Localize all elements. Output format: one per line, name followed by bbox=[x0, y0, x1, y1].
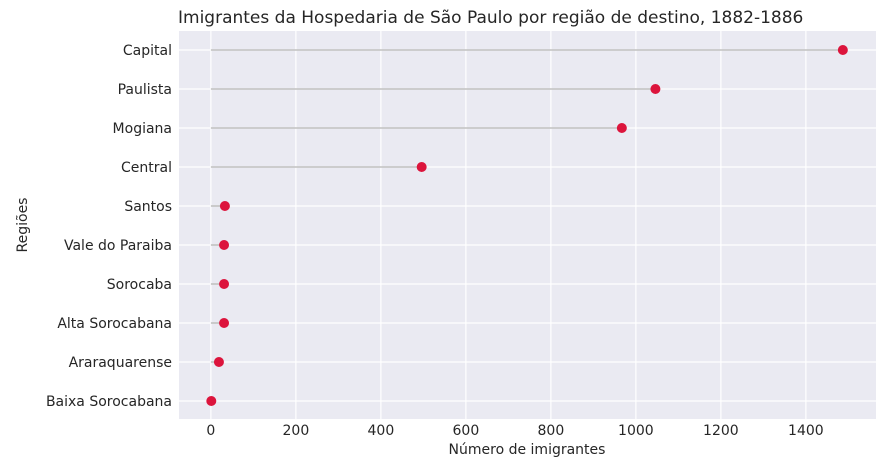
markers bbox=[206, 45, 848, 406]
marker bbox=[206, 396, 217, 406]
stems bbox=[210, 49, 843, 402]
y-axis-label: Regiões bbox=[15, 198, 31, 253]
chart-title: Imigrantes da Hospedaria de São Paulo po… bbox=[178, 8, 803, 28]
marker bbox=[616, 123, 627, 133]
x-tick-label: 1400 bbox=[788, 423, 824, 439]
y-tick-label: Mogiana bbox=[113, 121, 172, 137]
y-tick-label: Santos bbox=[124, 199, 172, 215]
x-tick-label: 1200 bbox=[703, 423, 739, 439]
x-tick-label: 0 bbox=[206, 423, 215, 439]
x-axis-label: Número de imigrantes bbox=[449, 442, 606, 458]
marker bbox=[219, 318, 230, 328]
y-tick-label: Capital bbox=[123, 43, 172, 59]
x-tick-label: 800 bbox=[538, 423, 565, 439]
marker bbox=[213, 357, 224, 367]
x-grid bbox=[210, 31, 807, 419]
y-tick-label: Araraquarense bbox=[69, 355, 172, 371]
y-tick-labels: Capital Paulista Mogiana Central Santos Vale … bbox=[46, 43, 172, 410]
marker bbox=[416, 162, 427, 172]
y-tick-label: Paulista bbox=[118, 82, 172, 98]
marker bbox=[837, 45, 848, 55]
x-tick-label: 1000 bbox=[618, 423, 654, 439]
x-tick-label: 200 bbox=[283, 423, 310, 439]
plot-background bbox=[179, 31, 876, 419]
y-tick-label: Sorocaba bbox=[107, 277, 172, 293]
marker bbox=[219, 240, 230, 250]
y-tick-label: Central bbox=[121, 160, 172, 176]
marker bbox=[219, 201, 230, 211]
x-tick-labels: 0 200 400 600 800 1000 1200 1400 bbox=[206, 423, 823, 439]
y-tick-label: Vale do Paraiba bbox=[64, 238, 172, 254]
x-tick-label: 600 bbox=[453, 423, 480, 439]
y-tick-label: Baixa Sorocabana bbox=[46, 394, 172, 410]
x-tick-label: 400 bbox=[368, 423, 395, 439]
marker bbox=[219, 279, 230, 289]
y-tick-label: Alta Sorocabana bbox=[57, 316, 172, 332]
marker bbox=[650, 84, 661, 94]
